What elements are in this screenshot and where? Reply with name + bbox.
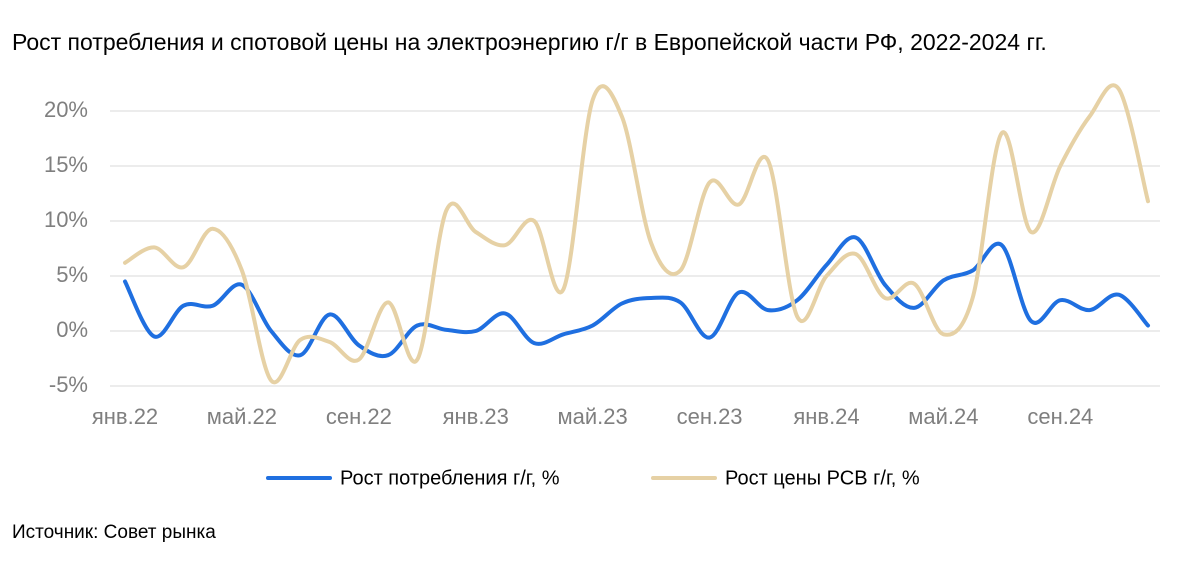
- y-tick-label: 10%: [44, 207, 88, 232]
- x-tick-label: янв.22: [92, 404, 158, 429]
- x-tick-label: янв.24: [793, 404, 859, 429]
- x-tick-label: янв.23: [443, 404, 509, 429]
- series-line: [123, 235, 1150, 359]
- x-tick-label: май.24: [908, 404, 978, 429]
- series-line: [123, 83, 1150, 385]
- legend-label: Рост потребления г/г, %: [340, 467, 560, 489]
- source-note: Источник: Совет рынка: [12, 522, 216, 543]
- x-tick-label: май.22: [207, 404, 277, 429]
- y-tick-label: 20%: [44, 97, 88, 122]
- y-tick-label: 15%: [44, 152, 88, 177]
- y-tick-label: -5%: [49, 372, 88, 397]
- x-tick-label: май.23: [558, 404, 628, 429]
- x-tick-label: сен.23: [677, 404, 743, 429]
- y-tick-label: 0%: [56, 317, 88, 342]
- chart-title: Рост потребления и спотовой цены на элек…: [12, 29, 1047, 55]
- x-tick-label: сен.22: [326, 404, 392, 429]
- x-tick-label: сен.24: [1027, 404, 1093, 429]
- y-tick-label: 5%: [56, 262, 88, 287]
- legend-label: Рост цены РСВ г/г, %: [725, 467, 920, 489]
